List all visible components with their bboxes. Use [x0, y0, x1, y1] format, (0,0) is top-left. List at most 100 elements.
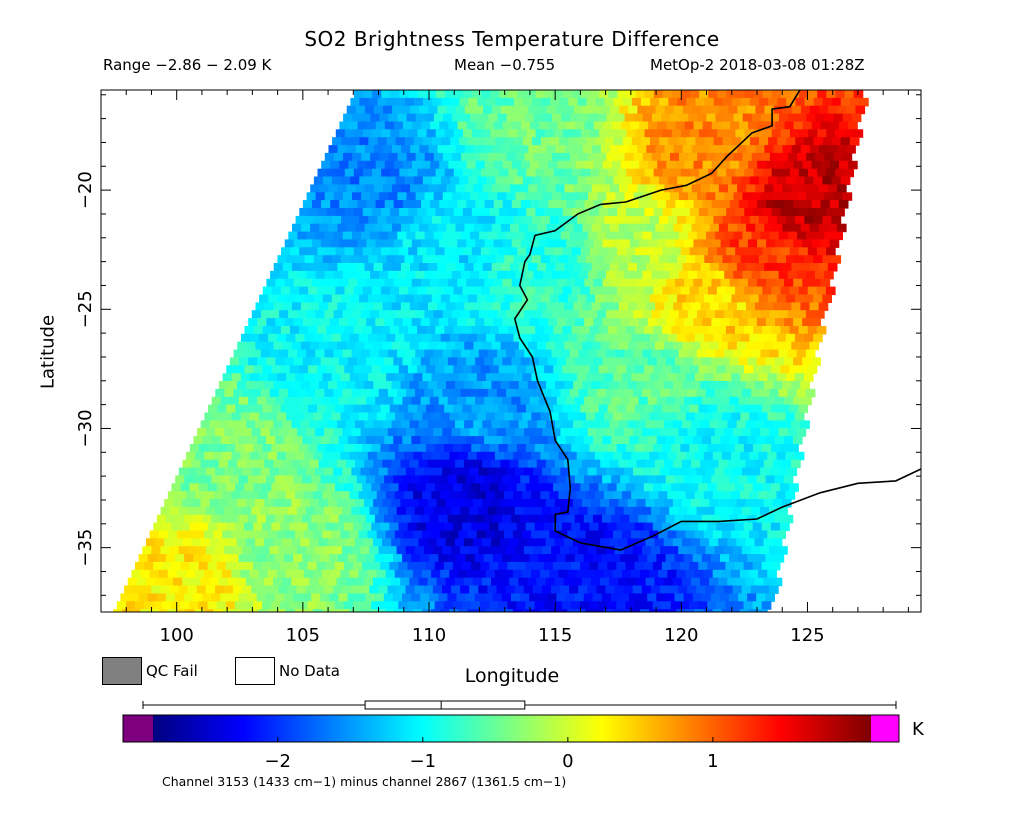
- heatmap-cell: [575, 239, 585, 248]
- heatmap-cell: [523, 546, 534, 555]
- heatmap-cell: [521, 160, 531, 170]
- heatmap-cell: [598, 561, 608, 571]
- heatmap-cell: [349, 412, 360, 421]
- heatmap-cell: [428, 105, 439, 115]
- heatmap-cell: [511, 593, 521, 602]
- heatmap-cell: [429, 436, 440, 445]
- heatmap-cell: [579, 231, 589, 241]
- heatmap-cell: [436, 538, 447, 547]
- heatmap-cell: [440, 451, 451, 461]
- heatmap-cell: [681, 577, 692, 587]
- heatmap-cell: [616, 601, 626, 610]
- heatmap-cell: [695, 97, 706, 107]
- heatmap-cell: [266, 436, 276, 445]
- heatmap-cell: [564, 302, 574, 311]
- heatmap-cell: [371, 247, 382, 256]
- heatmap-cell: [347, 475, 358, 484]
- heatmap-cell: [498, 286, 509, 296]
- heatmap-cell: [848, 121, 858, 130]
- heatmap-cell: [669, 546, 679, 555]
- heatmap-cell: [541, 137, 551, 146]
- heatmap-cell: [294, 569, 305, 579]
- heatmap-cell: [253, 365, 264, 374]
- heatmap-cell: [387, 467, 398, 477]
- heatmap-cell: [582, 341, 593, 351]
- heatmap-cell: [394, 569, 405, 579]
- heatmap-cell: [360, 585, 370, 594]
- heatmap-cell: [743, 522, 754, 532]
- heatmap-cell: [503, 569, 514, 579]
- heatmap-cell: [626, 326, 636, 335]
- heatmap-cell: [305, 585, 316, 594]
- heatmap-cell: [831, 176, 842, 185]
- heatmap-cell: [409, 381, 420, 390]
- heatmap-cell: [621, 530, 632, 539]
- heatmap-cell: [300, 459, 311, 469]
- heatmap-cell: [755, 105, 766, 115]
- heatmap-cell: [242, 388, 253, 398]
- heatmap-cell: [445, 459, 456, 469]
- heatmap-cell: [608, 90, 618, 99]
- heatmap-cell: [664, 263, 674, 272]
- heatmap-cell: [500, 577, 510, 587]
- heatmap-cell: [577, 215, 587, 225]
- heatmap-cell: [738, 239, 749, 248]
- heatmap-cell: [650, 585, 661, 594]
- heatmap-cell: [358, 569, 369, 579]
- heatmap-cell: [778, 428, 789, 437]
- heatmap-cell: [319, 302, 329, 311]
- heatmap-cell: [760, 113, 771, 123]
- heatmap-cell: [327, 577, 338, 587]
- heatmap-cell: [553, 326, 563, 335]
- heatmap-cell: [454, 577, 465, 587]
- heatmap-cell: [776, 373, 787, 382]
- heatmap-cell: [413, 373, 424, 382]
- heatmap-cell: [382, 538, 392, 547]
- heatmap-cell: [577, 294, 587, 303]
- heatmap-cell: [415, 467, 425, 477]
- heatmap-cell: [569, 428, 580, 437]
- heatmap-cell: [740, 294, 751, 303]
- heatmap-cell: [648, 200, 658, 209]
- heatmap-cell: [769, 388, 780, 398]
- heatmap-cell: [510, 105, 520, 115]
- heatmap-cell: [467, 530, 478, 539]
- heatmap-cell: [440, 215, 451, 225]
- heatmap-cell: [431, 569, 441, 579]
- heatmap-cell: [337, 381, 347, 390]
- heatmap-cell: [532, 97, 542, 107]
- heatmap-cell: [653, 247, 664, 256]
- heatmap-cell: [700, 105, 711, 115]
- heatmap-cell: [582, 459, 592, 469]
- heatmap-cell: [249, 569, 260, 579]
- heatmap-cell: [669, 192, 680, 201]
- heatmap-cell: [266, 278, 277, 288]
- heatmap-cell: [585, 530, 596, 539]
- heatmap-cell: [666, 318, 676, 327]
- heatmap-cell: [751, 192, 762, 201]
- heatmap-cell: [477, 294, 487, 303]
- heatmap-cell: [293, 239, 304, 248]
- heatmap-cell: [333, 428, 343, 437]
- heatmap-cell: [620, 318, 631, 327]
- heatmap-cell: [683, 593, 694, 602]
- heatmap-cell: [794, 373, 805, 382]
- heatmap-cell: [714, 428, 725, 437]
- heatmap-cell: [780, 326, 791, 335]
- heatmap-cell: [753, 90, 764, 99]
- heatmap-cell: [660, 192, 671, 201]
- heatmap-cell: [723, 467, 734, 477]
- heatmap-cell: [659, 97, 669, 107]
- heatmap-cell: [578, 506, 589, 516]
- heatmap-cell: [508, 168, 518, 178]
- heatmap-cell: [415, 310, 425, 319]
- heatmap-cell: [225, 561, 236, 571]
- heatmap-cell: [349, 294, 360, 303]
- heatmap-cell: [483, 554, 494, 563]
- heatmap-cell: [818, 145, 829, 154]
- heatmap-cell: [369, 546, 380, 555]
- heatmap-cell: [802, 239, 813, 248]
- heatmap-cell: [386, 255, 397, 264]
- heatmap-cell: [350, 215, 360, 225]
- heatmap-cell: [298, 561, 309, 571]
